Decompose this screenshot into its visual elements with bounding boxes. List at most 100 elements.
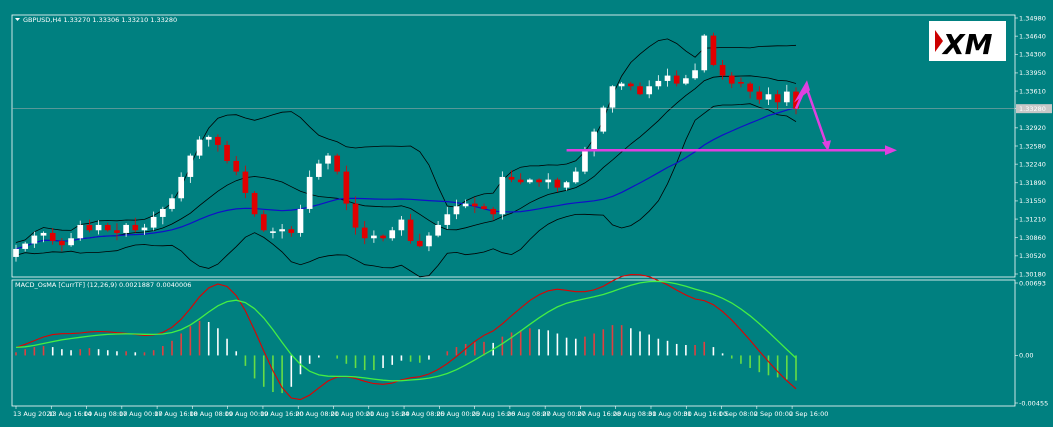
bollinger-middle-band [15,75,797,250]
candle-body [371,235,377,239]
candle-body [481,206,487,209]
time-tick-label: 31 Aug 00:00 [648,410,692,418]
candle-body [297,208,304,233]
candle-body [187,155,194,177]
price-tick-label: 1.33280 [1019,105,1046,113]
price-tick-label: 1.32580 [1019,142,1046,150]
candle-body [196,139,203,156]
candle-body [756,91,763,100]
time-tick-label: 13 Aug 2020 [13,410,55,418]
candle-body [618,83,625,87]
moving-average-line [15,107,797,250]
candle-body [77,224,84,239]
candle-body [490,208,497,215]
candle-body [435,224,441,236]
candle-body [664,75,671,81]
time-tick-label: 25 Aug 16:00 [472,410,516,418]
signal-line [15,280,797,382]
candle-body [765,94,772,100]
price-tick-label: 1.30520 [1019,252,1046,260]
price-tick-label: 1.33950 [1019,69,1046,77]
candle-body [627,83,634,87]
indicator-tick-label: 0.00693 [1019,279,1046,287]
candle-body [453,206,460,215]
macd-line [15,274,797,401]
candle-body [205,136,212,140]
candle-body [325,155,331,164]
candle-body [738,82,744,84]
price-tick-label: 1.33610 [1019,87,1046,95]
candle-body [141,227,148,231]
candle-body [499,176,506,215]
candle-body [783,91,790,103]
time-tick-label: 31 Aug 16:00 [683,410,727,418]
candle-body [554,179,561,188]
candle-body [719,64,726,76]
candle-body [343,171,350,204]
candle-body [224,144,230,161]
candle-body [59,240,65,246]
time-tick-label: 19 Aug 16:00 [260,410,304,418]
candle-body [31,235,38,244]
candle-body [104,224,111,231]
indicator-tick-label: 0.00 [1019,352,1033,360]
candle-body [545,179,552,183]
candle-body [22,243,29,249]
candle-body [563,182,570,188]
candle-body [637,86,643,95]
candle-body [600,107,607,132]
candle-body [49,232,56,241]
price-tick-label: 1.31550 [1019,197,1046,205]
candle-body [132,224,139,231]
symbol-header: GBPUSD,H4 1.33270 1.33306 1.33210 1.3328… [23,16,177,24]
candle-body [306,176,313,209]
candle-body [407,219,414,241]
candle-body [13,248,19,257]
candle-body [655,80,662,87]
candle-body [462,203,469,207]
price-tick-label: 1.34300 [1019,51,1046,59]
candle-body [150,216,157,228]
candle-body [361,227,368,239]
candle-body [123,224,129,233]
time-tick-label: 25 Aug 00:00 [436,410,480,418]
time-tick-label: 18 Aug 08:00 [189,410,233,418]
candle-body [215,136,221,145]
price-tick-label: 1.34640 [1019,32,1046,40]
candle-body [591,131,597,151]
candle-body [380,235,386,239]
candle-body [572,171,579,183]
indicator-tick-label: -0.00455 [1019,399,1048,407]
price-tick-label: 1.31890 [1019,179,1046,187]
candle-body [536,179,542,183]
candle-body [692,70,698,79]
candle-body [398,219,405,231]
candle-body [260,214,267,231]
candle-body [747,83,753,92]
price-tick-label: 1.30860 [1019,234,1046,242]
candle-body [68,238,74,246]
candle-body [582,150,588,172]
candle-body [233,160,240,172]
candle-body [683,78,689,84]
candle-body [270,231,276,233]
candle-body [288,229,295,233]
candle-body [279,229,285,232]
projection-arrow-up-head [794,80,810,103]
xm-logo-text: XM [941,28,993,61]
time-tick-label: 27 Aug 00:00 [542,410,586,418]
candle-body [315,163,322,177]
time-tick-label: 24 Aug 08:00 [401,410,445,418]
price-tick-label: 1.31210 [1019,215,1046,223]
time-tick-label: 17 Aug 00:00 [119,410,163,418]
candle-body [609,86,616,108]
candle-body [169,198,175,209]
candle-body [86,224,93,231]
trendline-arrow-head [885,145,897,156]
candle-body [416,240,423,247]
menu-triangle-icon [15,18,20,21]
candle-body [159,208,166,217]
price-panel-frame [11,14,1016,278]
